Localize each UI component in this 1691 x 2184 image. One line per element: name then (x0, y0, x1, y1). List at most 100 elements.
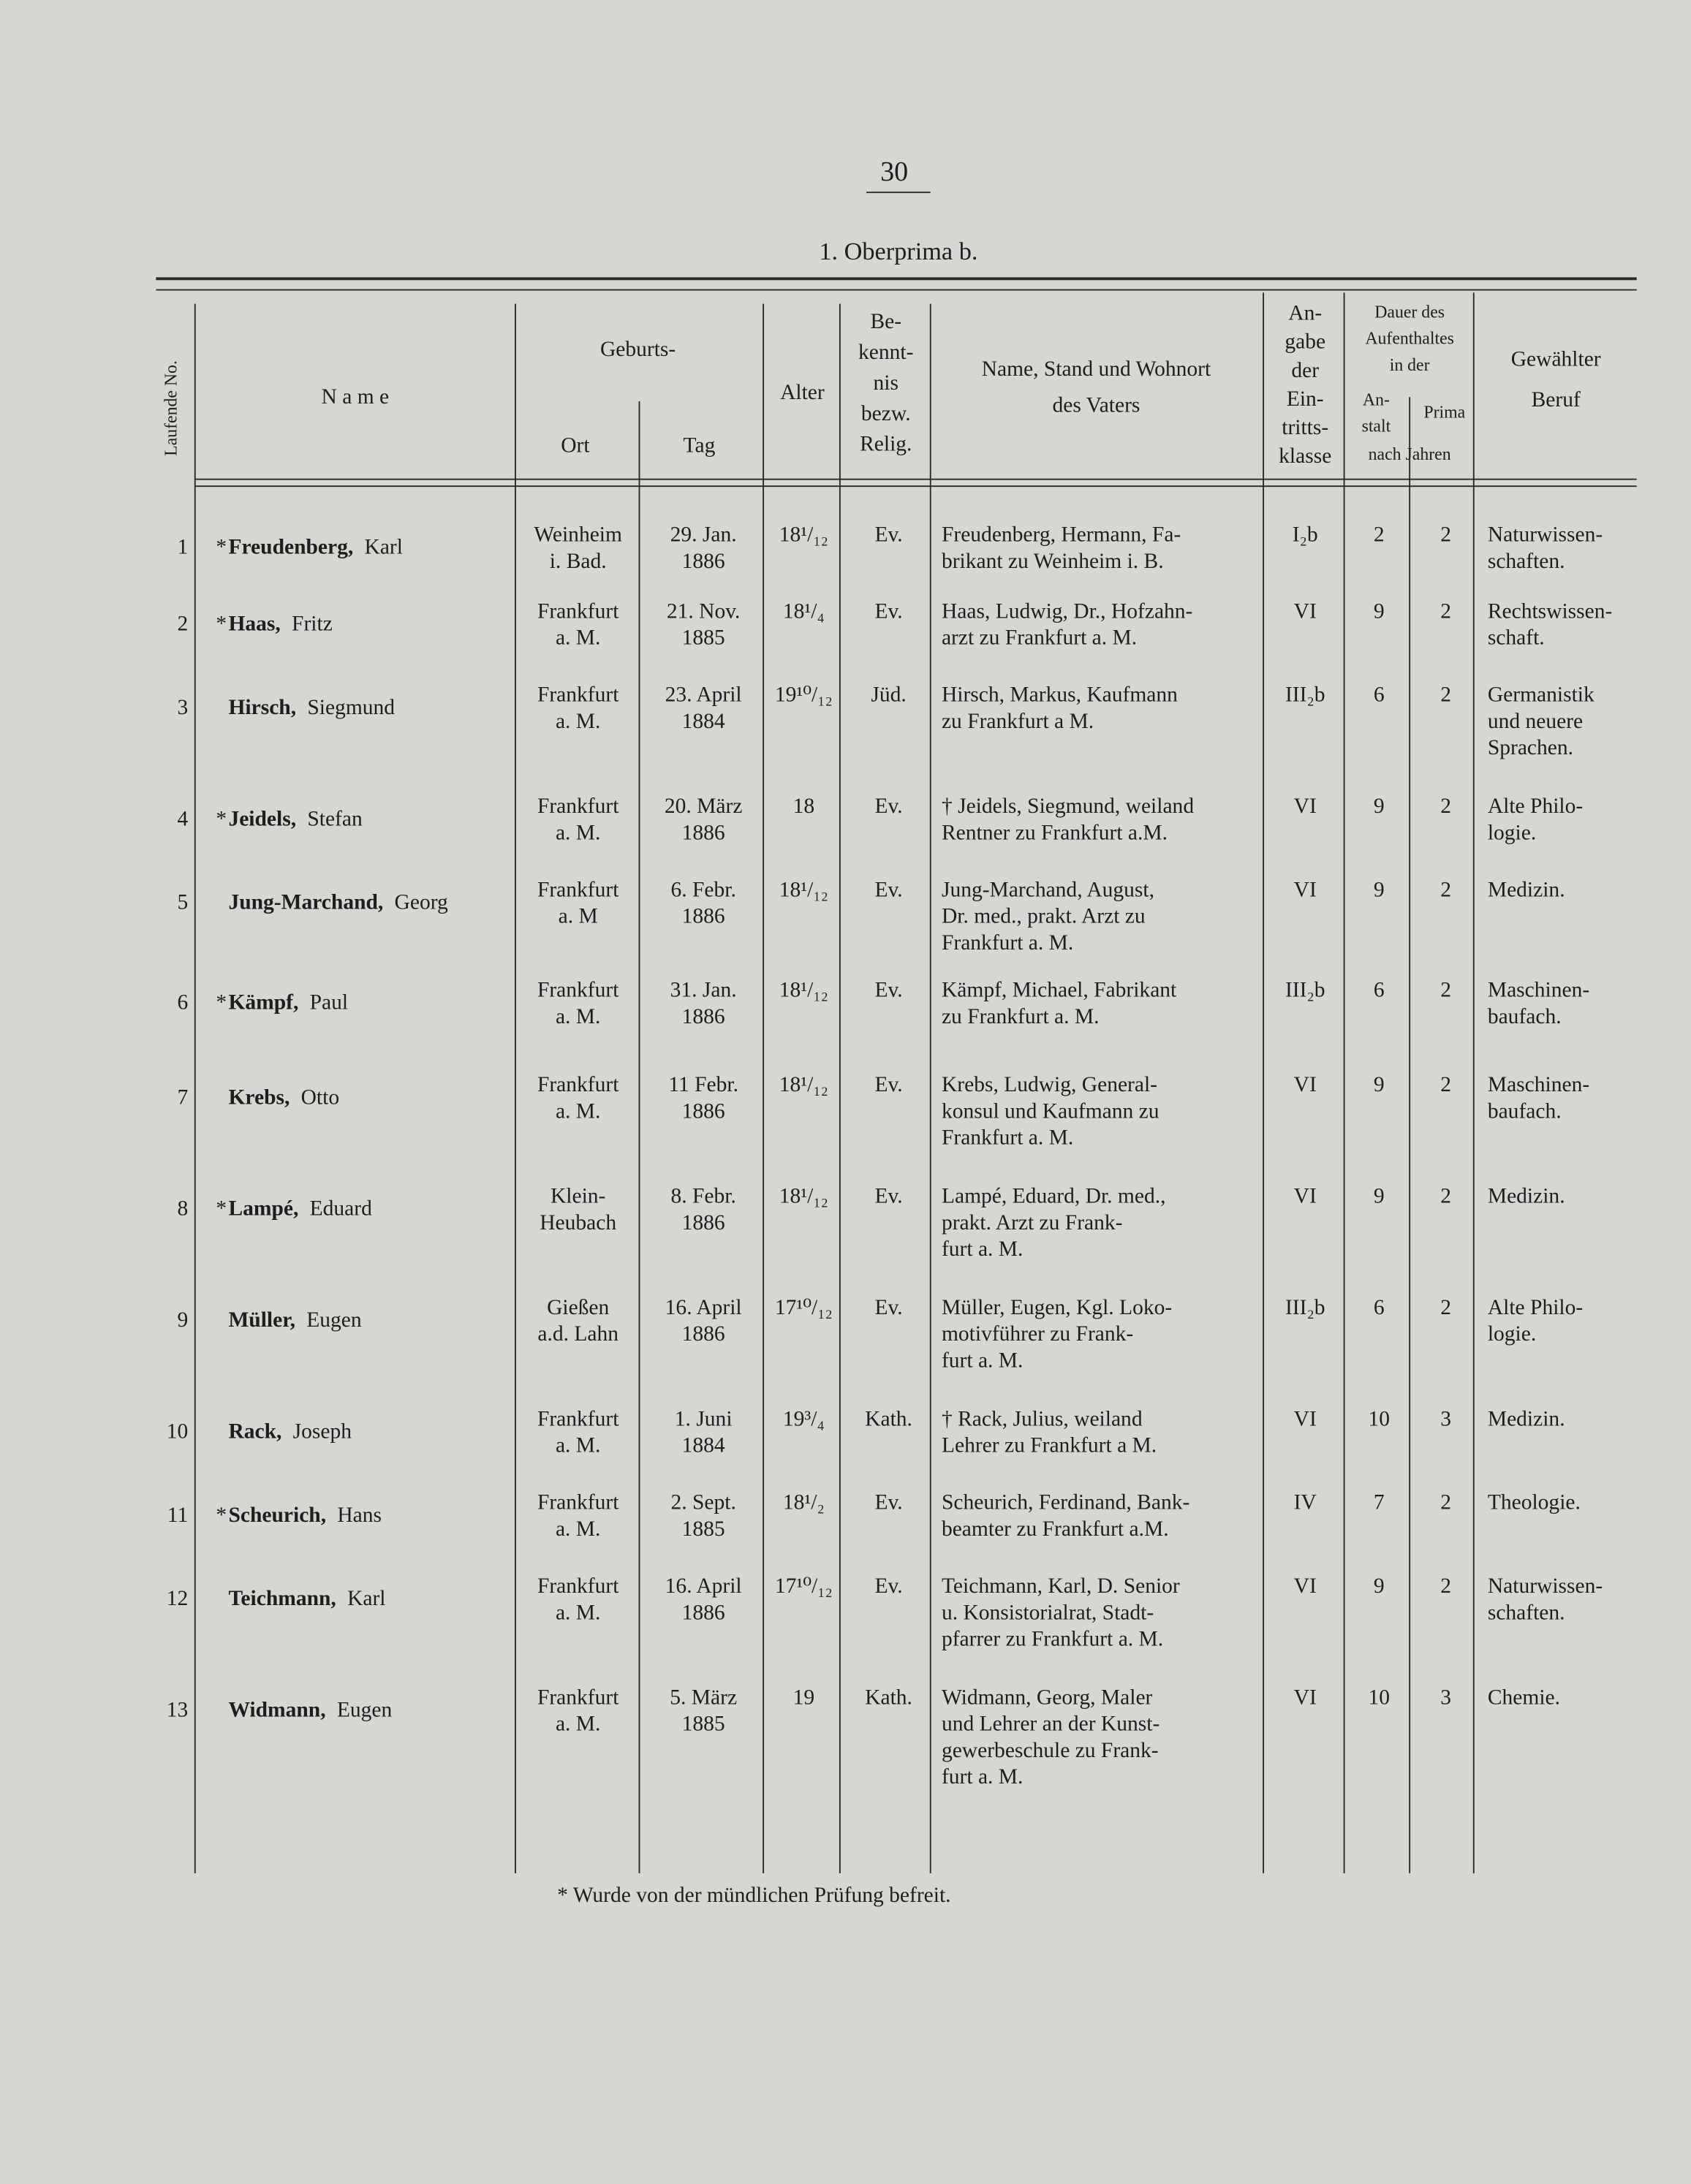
note-mark: * (216, 1504, 227, 1527)
father: Scheurich, Ferdinand, Bank- (942, 1491, 1189, 1514)
column-header: Relig. (860, 433, 912, 456)
birth-day: 16. April (665, 1574, 742, 1598)
father: Hirsch, Markus, Kaufmann (942, 683, 1178, 707)
row-number: 6 (177, 991, 188, 1015)
surname: Hirsch, (228, 696, 296, 719)
years-school: 6 (1374, 683, 1385, 707)
religion: Ev. (874, 1073, 902, 1096)
father: Teichmann, Karl, D. Senior (942, 1574, 1180, 1598)
father: Jung-Marchand, August, (942, 878, 1154, 901)
age: 18¹/₁₂ (779, 523, 828, 547)
age: 18¹/₁₂ (779, 1185, 828, 1208)
father: brikant zu Weinheim i. B. (942, 550, 1164, 573)
father: furt a. M. (942, 1349, 1023, 1372)
years-school: 10 (1368, 1407, 1390, 1430)
birth-place: Klein- (551, 1185, 605, 1208)
birth-day: 23. April (665, 683, 742, 707)
birth-place: Frankfurt (537, 1574, 619, 1598)
age: 18¹/₁₂ (779, 1073, 828, 1096)
birth-place: a. M. (556, 626, 600, 650)
age: 18¹/₁₂ (779, 979, 828, 1002)
birth-day: 2. Sept. (670, 1491, 735, 1514)
birth-day: 31. Jan. (670, 979, 737, 1002)
column-header: gabe (1285, 330, 1325, 354)
religion: Ev. (874, 523, 902, 547)
birth-place: a. M. (556, 1005, 600, 1028)
given-name: Otto (301, 1085, 339, 1109)
father: † Jeidels, Siegmund, weiland (942, 795, 1194, 818)
entry-class: IV (1294, 1491, 1317, 1514)
years-school: 9 (1374, 1073, 1385, 1096)
given-name: Karl (347, 1587, 385, 1610)
column-header: Alter (780, 381, 825, 404)
birth-day: 1884 (682, 710, 725, 733)
birth-day: 1. Juni (675, 1407, 733, 1430)
entry-class: VI (1294, 795, 1317, 818)
birth-place: a.d. Lahn (537, 1322, 618, 1346)
given-name: Paul (310, 991, 348, 1015)
religion: Kath. (865, 1407, 912, 1430)
father: zu Frankfurt a. M. (942, 1005, 1100, 1028)
column-header: klasse (1279, 444, 1331, 468)
career: Alte Philo- (1488, 1296, 1583, 1319)
birth-place: a. M. (556, 710, 600, 733)
surname: Teichmann, (228, 1587, 336, 1610)
years-prima: 2 (1440, 1574, 1451, 1598)
column-header: Geburts- (600, 338, 676, 361)
entry-class: III₂b (1285, 1296, 1325, 1319)
footnote: * Wurde von der mündlichen Prüfung befre… (557, 1884, 950, 1907)
career: Naturwissen- (1488, 1574, 1603, 1598)
birth-place: Frankfurt (537, 1407, 619, 1430)
father: beamter zu Frankfurt a.M. (942, 1517, 1169, 1541)
career: Chemie. (1488, 1686, 1560, 1709)
religion: Ev. (874, 979, 902, 1002)
given-name: Siegmund (307, 696, 395, 719)
years-prima: 3 (1440, 1686, 1451, 1709)
note-mark: * (216, 807, 227, 830)
father: Widmann, Georg, Maler (942, 1686, 1153, 1709)
column-header: kennt- (858, 341, 913, 364)
birth-day: 1886 (682, 1211, 725, 1235)
years-school: 9 (1374, 599, 1385, 623)
career: baufach. (1488, 1099, 1562, 1123)
birth-day: 16. April (665, 1296, 742, 1319)
birth-day: 1886 (682, 905, 725, 928)
religion: Ev. (874, 795, 902, 818)
father: Dr. med., prakt. Arzt zu (942, 905, 1146, 928)
entry-class: VI (1294, 1073, 1317, 1096)
father: und Lehrer an der Kunst- (942, 1713, 1160, 1736)
birth-day: 20. März (665, 795, 743, 818)
surname: Scheurich, (228, 1504, 326, 1527)
row-number: 11 (167, 1504, 188, 1527)
years-prima: 3 (1440, 1407, 1451, 1430)
years-prima: 2 (1440, 523, 1451, 547)
religion: Kath. (865, 1686, 912, 1709)
father: zu Frankfurt a M. (942, 710, 1094, 733)
career: Germanistik (1488, 683, 1594, 707)
birth-place: a. M. (556, 1601, 600, 1624)
career: logie. (1488, 821, 1536, 844)
entry-class: III₂b (1285, 683, 1325, 707)
note-mark: * (216, 1197, 227, 1221)
surname: Haas, (228, 613, 280, 636)
years-prima: 2 (1440, 795, 1451, 818)
birth-place: a. M (559, 905, 598, 928)
years-school: 6 (1374, 1296, 1385, 1319)
years-prima: 2 (1440, 1073, 1451, 1096)
birth-place: Gießen (547, 1296, 609, 1319)
father: Frankfurt a. M. (942, 931, 1073, 955)
rules (156, 192, 1637, 1873)
religion: Ev. (874, 1491, 902, 1514)
column-header: Prima (1423, 403, 1465, 422)
age: 19³/₄ (783, 1407, 825, 1430)
row-number: 7 (177, 1085, 188, 1109)
entry-class: VI (1294, 1185, 1317, 1208)
column-header: Aufenthaltes (1365, 330, 1454, 349)
birth-day: 6. Febr. (670, 878, 735, 901)
column-header: bezw. (861, 402, 911, 425)
birth-place: Frankfurt (537, 683, 619, 707)
father: Frankfurt a. M. (942, 1126, 1073, 1150)
father: prakt. Arzt zu Frank- (942, 1211, 1123, 1235)
career: Medizin. (1488, 1185, 1565, 1208)
